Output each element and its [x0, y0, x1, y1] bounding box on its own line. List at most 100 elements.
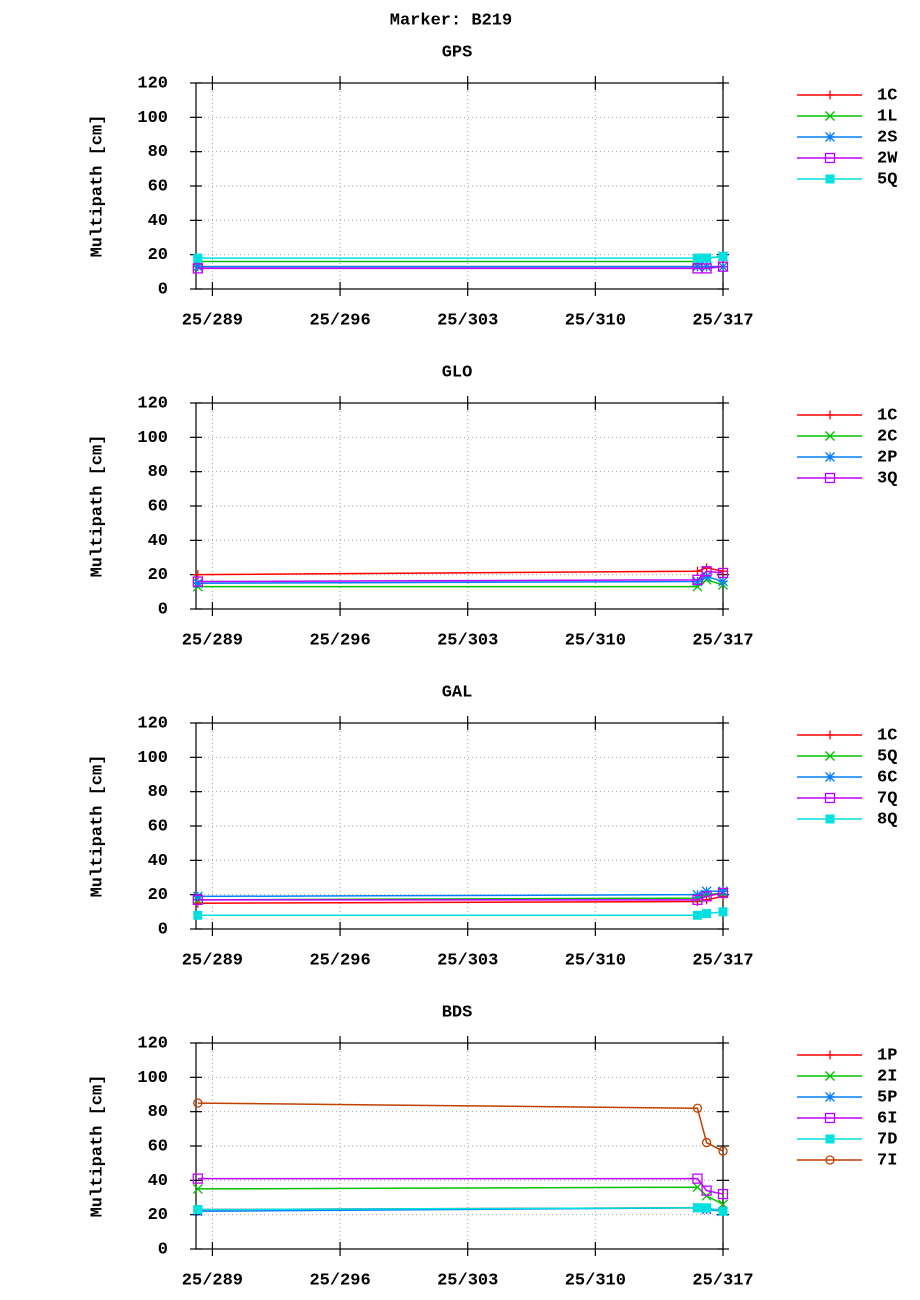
legend-label: 2I — [877, 1067, 897, 1086]
series-line — [197, 1207, 724, 1212]
marker-shape — [692, 1203, 702, 1213]
plot-frame — [195, 402, 724, 610]
marker-shape — [718, 1146, 728, 1156]
marker-shape — [825, 174, 835, 184]
marker — [701, 1190, 712, 1201]
marker — [718, 251, 728, 261]
x-tick-label: 25/296 — [309, 311, 370, 330]
marker — [825, 730, 835, 740]
marker — [718, 1146, 728, 1156]
x-tick-label: 25/296 — [309, 951, 370, 970]
marker-shape — [692, 253, 702, 263]
marker-stroke — [825, 772, 835, 782]
marker-stroke — [692, 1182, 703, 1193]
marker — [692, 566, 702, 576]
series-line — [197, 567, 724, 576]
legend-label: 7Q — [877, 789, 897, 808]
marker — [825, 751, 835, 761]
marker — [824, 472, 836, 484]
y-tick-label: 0 — [158, 1240, 168, 1259]
chart-title: BDS — [442, 1003, 473, 1022]
marker — [192, 894, 203, 905]
y-tick-label: 40 — [148, 532, 168, 551]
legend-label: 2P — [877, 448, 897, 467]
marker — [825, 111, 835, 121]
legend-label: 5Q — [877, 170, 897, 189]
marker — [825, 1155, 835, 1165]
y-tick-label: 0 — [158, 920, 168, 939]
marker — [692, 1173, 703, 1184]
x-tick-label: 25/289 — [182, 1271, 243, 1290]
plot-frame — [195, 82, 724, 290]
y-tick-label: 0 — [158, 600, 168, 619]
marker-stroke — [825, 1071, 835, 1081]
y-tick-label: 120 — [137, 74, 168, 93]
plot-frame — [195, 722, 724, 930]
marker — [193, 910, 203, 920]
marker-shape — [701, 1185, 712, 1196]
series-line — [197, 255, 724, 263]
x-tick-label: 25/310 — [565, 631, 626, 650]
marker-shape — [692, 1173, 703, 1184]
marker-stroke — [192, 1183, 203, 1194]
marker — [193, 1098, 203, 1108]
marker-shape — [824, 472, 836, 484]
marker-shape — [702, 1203, 712, 1213]
marker-shape — [192, 894, 203, 905]
y-axis-label: Multipath [cm] — [88, 435, 107, 578]
x-tick-label: 25/289 — [182, 951, 243, 970]
series-line — [197, 1207, 724, 1212]
x-tick-label: 25/303 — [437, 1271, 498, 1290]
series-line — [197, 255, 724, 259]
marker — [825, 410, 835, 420]
y-tick-label: 100 — [137, 1069, 168, 1088]
marker — [701, 566, 712, 577]
marker — [825, 132, 835, 142]
marker-stroke — [825, 1092, 835, 1102]
marker-shape — [825, 1134, 835, 1144]
legend-label: 2S — [877, 128, 897, 147]
legend-label: 7D — [877, 1130, 897, 1149]
marker-shape — [193, 1098, 203, 1108]
legend-label: 1P — [877, 1046, 897, 1065]
marker — [717, 567, 729, 579]
marker-stroke — [825, 111, 835, 121]
x-tick-label: 25/296 — [309, 1271, 370, 1290]
marker-shape — [702, 909, 712, 919]
y-tick-label: 120 — [137, 394, 168, 413]
marker-stroke — [825, 452, 835, 462]
x-tick-label: 25/317 — [692, 951, 753, 970]
marker — [192, 576, 203, 587]
marker — [192, 263, 203, 274]
y-axis-label: Multipath [cm] — [88, 755, 107, 898]
marker — [193, 253, 203, 263]
y-tick-label: 80 — [148, 1103, 168, 1122]
marker — [701, 1185, 712, 1196]
marker-shape — [824, 152, 836, 164]
y-tick-label: 60 — [148, 497, 168, 516]
marker — [692, 253, 702, 263]
marker — [824, 152, 836, 164]
marker — [717, 261, 729, 272]
y-tick-label: 60 — [148, 1137, 168, 1156]
marker — [825, 90, 835, 100]
marker — [701, 886, 712, 897]
marker — [692, 574, 703, 585]
y-tick-label: 60 — [148, 817, 168, 836]
marker-shape — [193, 253, 203, 263]
plot-frame — [195, 1042, 724, 1250]
x-tick-label: 25/303 — [437, 311, 498, 330]
y-axis-label: Multipath [cm] — [88, 115, 107, 258]
marker — [718, 907, 728, 917]
legend-label: 1C — [877, 86, 897, 105]
x-tick-label: 25/296 — [309, 631, 370, 650]
marker — [692, 910, 702, 920]
marker-shape — [701, 263, 712, 274]
x-tick-label: 25/317 — [692, 1271, 753, 1290]
x-tick-label: 25/289 — [182, 311, 243, 330]
marker-shape — [717, 1188, 729, 1200]
marker-stroke — [701, 886, 712, 897]
y-tick-label: 40 — [148, 212, 168, 231]
marker-shape — [717, 567, 729, 579]
